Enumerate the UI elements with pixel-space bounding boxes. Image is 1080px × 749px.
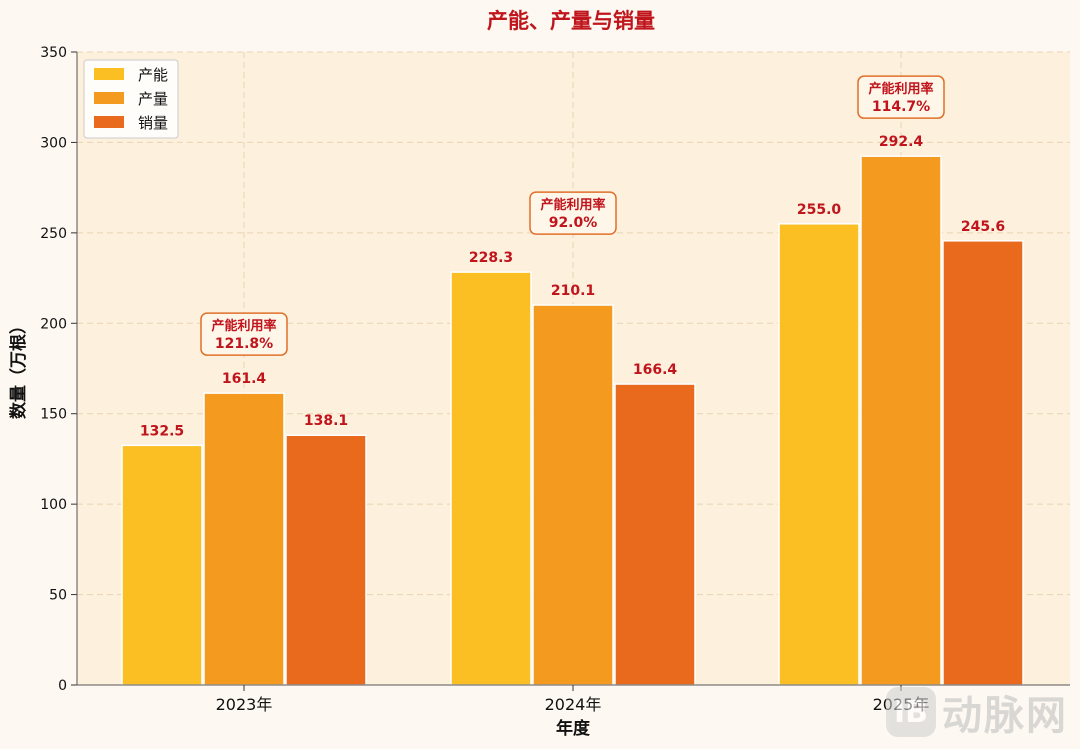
utilization-annotation-value: 92.0% [549,215,598,231]
bar [203,392,285,686]
bar-value-label: 132.5 [140,423,184,439]
y-tick-label: 250 [40,226,67,242]
bar [942,240,1024,686]
bar [860,155,942,686]
legend-swatch [94,92,124,104]
bar-value-label: 166.4 [633,362,678,378]
x-tick-label: 2024年 [545,695,602,714]
watermark-text: 动脉网 [942,693,1068,739]
bar-value-label: 228.3 [469,250,513,266]
legend-swatch [94,68,124,80]
bar [778,223,860,686]
x-axis-label: 年度 [556,718,591,739]
bar-value-label: 292.4 [879,134,924,150]
bar [121,444,203,686]
utilization-annotation-box [200,312,288,356]
watermark: IB 动脉网 [886,683,1068,741]
bar [450,271,532,686]
y-tick-label: 350 [40,45,67,61]
legend-label: 产能 [138,66,168,84]
utilization-annotation-box [529,191,617,235]
bar [285,434,367,686]
utilization-annotation-label: 产能利用率 [868,81,933,97]
y-tick-label: 50 [49,588,67,604]
watermark-logo-icon: IB [886,687,936,737]
y-axis-label: 数量（万根） [8,317,29,419]
y-tick-label: 200 [40,316,67,332]
bar-value-label: 245.6 [961,219,1005,235]
utilization-annotation-value: 114.7% [872,99,930,115]
legend-label: 销量 [138,114,168,132]
x-tick-label: 2023年 [216,695,273,714]
y-tick-label: 0 [58,678,67,694]
bar-value-label: 138.1 [304,413,348,429]
bar-value-label: 255.0 [797,202,842,218]
y-tick-label: 150 [40,407,67,423]
chart-title: 产能、产量与销量 [487,9,655,33]
annotations: 产能利用率 121.8% 产能利用率 92.0% 产能利用率 114.7% [200,75,945,356]
bar [614,383,696,686]
legend-label: 产量 [138,90,168,108]
bars-group: 132.5 161.4 138.1 228.3 210.1 166.4 255.0 292.4… [121,134,1024,686]
utilization-annotation-box [857,75,945,119]
bar [532,304,614,686]
utilization-annotation-label: 产能利用率 [211,318,276,334]
bar-value-label: 210.1 [551,283,595,299]
utilization-annotation-label: 产能利用率 [540,197,605,213]
y-tick-label: 100 [40,497,67,513]
bar-value-label: 161.4 [222,371,267,387]
y-tick-label: 300 [40,135,67,151]
legend-swatch [94,116,124,128]
utilization-annotation-value: 121.8% [215,336,273,352]
